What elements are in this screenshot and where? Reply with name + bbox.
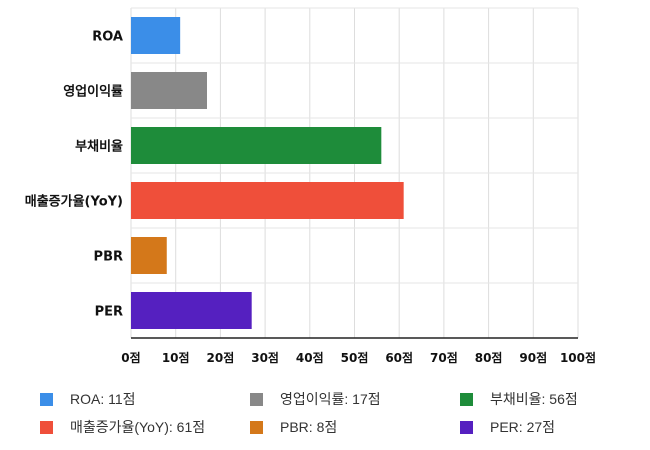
legend-label: PER: 27점: [490, 419, 556, 435]
category-label: 영업이익률: [63, 84, 123, 100]
category-label: PBR: [94, 250, 123, 265]
x-tick-label: 60점: [385, 350, 413, 365]
legend-item: 영업이익률: 17점: [250, 390, 460, 408]
legend-item: PBR: 8점: [250, 418, 460, 436]
x-tick-label: 80점: [475, 350, 503, 365]
legend-swatch: [250, 392, 263, 406]
legend-swatch: [460, 392, 473, 406]
category-label: 부채비율: [75, 139, 123, 155]
legend-swatch: [40, 420, 53, 434]
x-tick-label: 20점: [207, 350, 235, 365]
legend-swatch: [250, 420, 263, 434]
category-label: ROA: [92, 30, 123, 45]
bar: [131, 237, 167, 274]
grid-lines: [130, 7, 579, 339]
legend: ROA: 11점 영업이익률: 17점 부채비율: 56점 매출증가율(YoY)…: [40, 390, 640, 436]
x-tick-label: 100점: [560, 350, 596, 365]
x-tick-label: 90점: [519, 350, 547, 365]
bar: [131, 292, 252, 329]
bar: [131, 182, 404, 219]
legend-label: 매출증가율(YoY): 61점: [70, 419, 206, 435]
legend-item: 부채비율: 56점: [460, 390, 640, 408]
x-tick-labels: 0점 10점 20점 30점 40점 50점 60점 70점 80점 90점 100점: [121, 350, 596, 365]
bar: [131, 17, 181, 54]
bars: [131, 17, 404, 329]
category-label: PER: [95, 305, 123, 320]
legend-label: 영업이익률: 17점: [280, 391, 381, 407]
x-tick-label: 10점: [162, 350, 190, 365]
x-tick-label: 40점: [296, 350, 324, 365]
x-tick-label: 50점: [341, 350, 369, 365]
legend-item: ROA: 11점: [40, 390, 250, 408]
bar: [131, 72, 207, 109]
bar: [131, 127, 382, 164]
x-tick-label: 0점: [121, 350, 140, 365]
legend-label: ROA: 11점: [70, 391, 136, 407]
legend-item: 매출증가율(YoY): 61점: [40, 418, 250, 436]
legend-item: PER: 27점: [460, 418, 640, 436]
x-tick-label: 30점: [251, 350, 279, 365]
category-label: 매출증가율(YoY): [25, 194, 123, 210]
legend-swatch: [40, 392, 53, 406]
legend-label: 부채비율: 56점: [490, 391, 578, 407]
x-tick-label: 70점: [430, 350, 458, 365]
legend-swatch: [460, 420, 473, 434]
legend-label: PBR: 8점: [280, 419, 338, 435]
